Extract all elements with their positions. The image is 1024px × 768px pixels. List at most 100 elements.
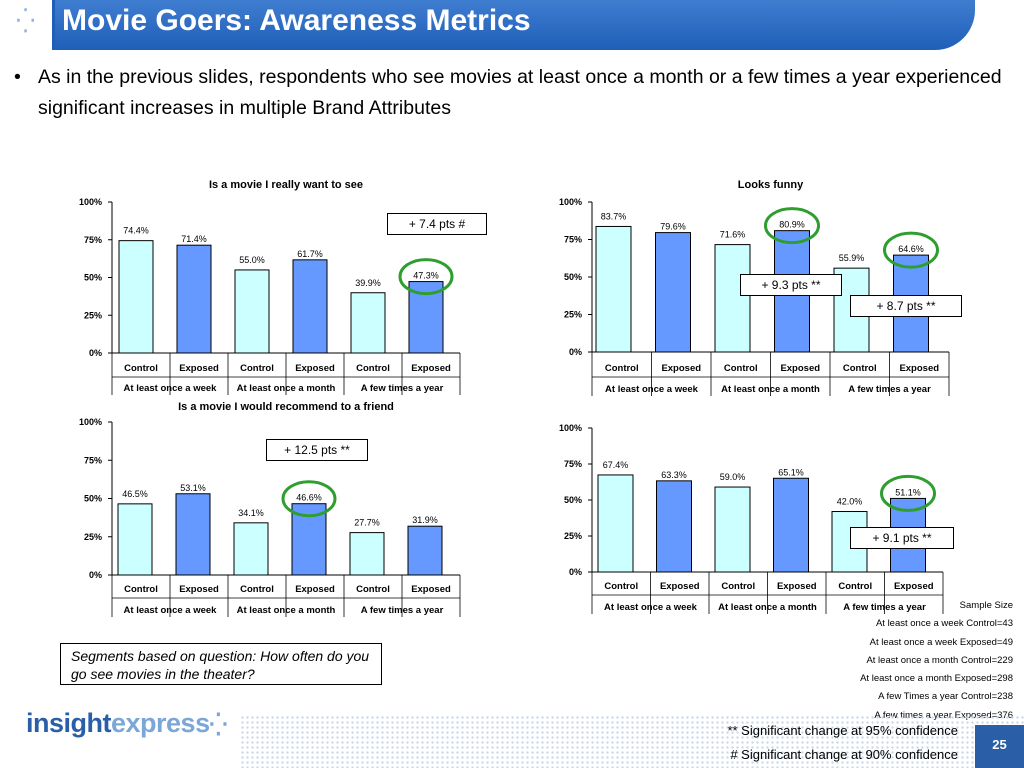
category-label: Exposed <box>179 584 219 595</box>
sample-size-row: At least once a month Control=229 <box>866 654 1013 666</box>
y-tick-label: 0% <box>569 567 582 577</box>
data-label: 79.6% <box>660 222 686 232</box>
callout-looks-funny-month: + 9.3 pts ** <box>740 274 842 296</box>
y-tick-label: 25% <box>84 310 102 320</box>
bar <box>176 244 212 354</box>
y-tick-label: 25% <box>564 531 582 541</box>
bar <box>407 525 443 576</box>
group-label: A few times a year <box>848 384 931 395</box>
chart-want-to-see: Is a movie I really want to see 100% 75% 50… <box>79 179 461 395</box>
highlight-circle <box>880 474 936 512</box>
category-label: Control <box>721 581 755 592</box>
highlight-circle <box>883 231 939 269</box>
bar <box>234 269 270 354</box>
bar <box>233 522 269 576</box>
y-tick-label: 50% <box>84 273 102 283</box>
footer-dot-pattern <box>240 715 1024 768</box>
data-label: 27.7% <box>354 518 380 528</box>
data-label: 59.0% <box>720 472 746 482</box>
group-label: At least once a week <box>604 602 698 613</box>
slide-title: Movie Goers: Awareness Metrics <box>62 4 531 37</box>
category-label: Exposed <box>179 363 219 374</box>
significance-95: ** Significant change at 95% confidence <box>727 723 958 738</box>
category-label: Control <box>240 363 274 374</box>
data-label: 31.9% <box>412 515 438 525</box>
highlight-circle <box>764 207 820 245</box>
category-label: Exposed <box>661 363 701 374</box>
category-label: Control <box>724 363 758 374</box>
segment-note: Segments based on question: How often do… <box>60 643 382 685</box>
category-label: Control <box>843 363 877 374</box>
y-tick-label: 100% <box>559 423 582 433</box>
chart-recommend: Is a movie I would recommend to a friend… <box>79 401 461 617</box>
data-label: 46.6% <box>296 493 322 503</box>
bullet-icon: • <box>14 66 21 88</box>
group-label: At least once a month <box>718 602 817 613</box>
company-logo: insightexpress⁛ <box>26 708 227 738</box>
chart-title: Is a movie I really want to see <box>209 179 363 191</box>
data-label: 74.4% <box>123 226 149 236</box>
data-label: 64.6% <box>898 244 924 254</box>
bar <box>595 225 632 353</box>
bar <box>597 474 634 573</box>
bar <box>292 259 328 354</box>
y-tick-label: 75% <box>84 455 102 465</box>
category-label: Control <box>605 363 639 374</box>
callout-fourth-attribute: + 9.1 pts ** <box>850 527 954 549</box>
slide-logo-icon: ⁛ <box>0 0 55 50</box>
bar <box>656 480 692 573</box>
category-label: Exposed <box>295 363 335 374</box>
bar <box>117 503 153 576</box>
sample-size-heading: Sample Size <box>959 600 1013 611</box>
category-label: Exposed <box>295 584 335 595</box>
category-label: Control <box>604 581 638 592</box>
data-label: 55.0% <box>239 255 265 265</box>
chart-fourth-attribute: 100% 75% 50% 25% 0% 67.4% Control 63.3% Exposed 5… <box>559 423 944 614</box>
group-label: A few times a year <box>361 383 444 394</box>
category-label: Control <box>124 584 158 595</box>
page-number: 25 <box>975 725 1024 768</box>
category-label: Control <box>124 363 158 374</box>
y-tick-label: 100% <box>79 417 102 427</box>
group-label: A few times a year <box>843 602 926 613</box>
bar <box>714 486 751 573</box>
group-label: At least once a month <box>721 384 820 395</box>
sample-size-row: At least once a week Exposed=49 <box>869 636 1013 648</box>
category-label: Exposed <box>777 581 817 592</box>
category-label: Control <box>240 584 274 595</box>
group-label: At least once a week <box>605 384 699 395</box>
category-label: Control <box>356 363 390 374</box>
category-label: Exposed <box>899 363 939 374</box>
category-label: Exposed <box>780 363 820 374</box>
group-label: At least once a month <box>237 383 336 394</box>
bar <box>350 292 386 354</box>
significance-90: # Significant change at 90% confidence <box>730 747 958 762</box>
highlight-circle <box>281 480 337 518</box>
y-tick-label: 50% <box>564 272 582 282</box>
bar <box>655 232 691 353</box>
y-tick-label: 25% <box>564 310 582 320</box>
data-label: 80.9% <box>779 220 805 230</box>
sample-size-row: A few Times a year Control=238 <box>878 691 1013 703</box>
bullet-point: • As in the previous slides, respondents… <box>14 62 1004 124</box>
data-label: 51.1% <box>895 487 921 497</box>
category-label: Control <box>838 581 872 592</box>
data-label: 53.1% <box>180 483 206 493</box>
highlight-circle <box>398 258 454 296</box>
data-label: 83.7% <box>601 211 627 221</box>
data-label: 46.5% <box>122 489 148 499</box>
data-label: 61.7% <box>297 249 323 259</box>
y-tick-label: 0% <box>569 347 582 357</box>
y-tick-label: 100% <box>559 197 582 207</box>
bar <box>349 532 385 576</box>
chart-looks-funny: Looks funny 100% 75% 50% 25% 0% 83.7% Control 79… <box>559 179 950 396</box>
bullet-text: As in the previous slides, respondents w… <box>38 66 1002 119</box>
data-label: 65.1% <box>778 467 804 477</box>
group-label: At least once a week <box>124 383 218 394</box>
category-label: Exposed <box>894 581 934 592</box>
callout-recommend: + 12.5 pts ** <box>266 439 368 461</box>
bar <box>714 244 751 353</box>
y-tick-label: 75% <box>564 235 582 245</box>
data-label: 47.3% <box>413 271 439 281</box>
data-label: 67.4% <box>603 460 629 470</box>
